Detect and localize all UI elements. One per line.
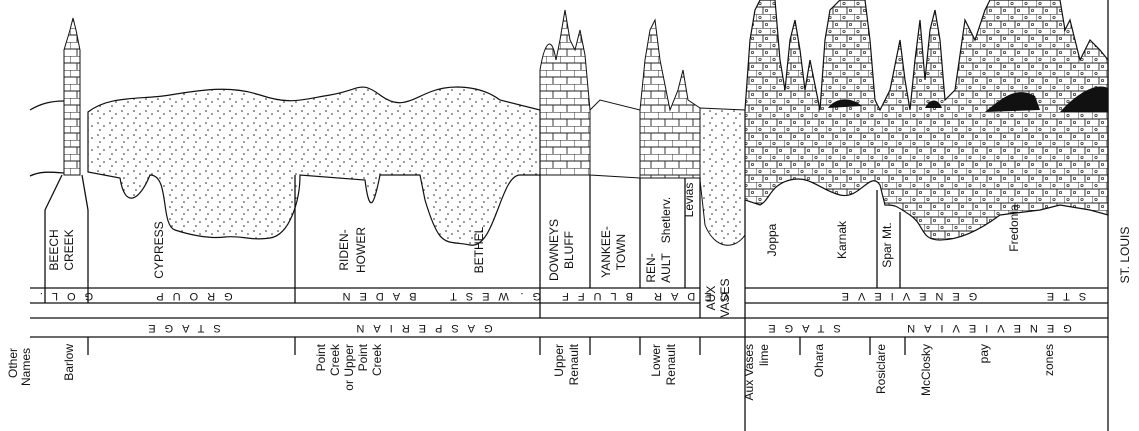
formation-label: REN- <box>644 253 658 282</box>
other-name: McClosky <box>919 344 933 396</box>
other-name: Creek <box>370 343 384 376</box>
group-label: GROUP <box>147 290 232 302</box>
lithology <box>30 0 1108 245</box>
group-label: GOL. <box>31 290 93 302</box>
other-name: Creek <box>328 343 342 376</box>
formation-label: RIDEN- <box>337 229 351 270</box>
formation-label: ST. LOUIS <box>1118 227 1132 284</box>
other-name: Renault <box>664 343 678 385</box>
formation-label: DOWNEYS <box>547 219 561 281</box>
other-name: Upper <box>552 344 566 377</box>
formation-label: Spar Mt. <box>880 222 894 267</box>
stage-label: STAGE <box>759 322 840 334</box>
stage-label: GASPERIAN <box>347 322 492 334</box>
stage-label: GENEVIEVIAN <box>898 322 1072 334</box>
other-name: pay <box>977 344 991 363</box>
formation-label: Shetlerv. <box>659 197 673 243</box>
other-name: or Upper <box>342 344 356 391</box>
other-names-heading: Other <box>6 348 20 378</box>
formation-label: CREEK <box>62 229 76 270</box>
formation-label: BEECH <box>47 229 61 270</box>
formation-label: Levias <box>682 183 696 218</box>
formation-label: BLUFF <box>562 231 576 269</box>
formation-label: TOWN <box>614 234 628 270</box>
group-label: BADEN <box>334 290 417 302</box>
group-label: WEST <box>441 290 509 302</box>
formation-label: Karnak <box>835 220 849 259</box>
other-name: Renault <box>567 343 581 385</box>
formation-label: CYPRESS <box>152 221 166 278</box>
other-name: Point <box>314 343 328 371</box>
other-name: Lower <box>649 344 663 377</box>
stratigraphic-column: BEECHCREEK CYPRESS RIDEN-HOWER BETHEL DOWNEY… <box>0 0 1139 431</box>
stage-label: STAGE <box>139 322 220 334</box>
other-name: Rosiclare <box>874 344 888 394</box>
group-label: GENEVIEVE <box>833 290 978 302</box>
other-names-heading: Names <box>19 348 33 386</box>
other-name: Aux Vases <box>742 344 756 400</box>
other-name: zones <box>1042 344 1056 376</box>
formation-label: Fredonia <box>1007 204 1021 252</box>
other-name: Point <box>356 343 370 371</box>
group-label: CEDAR BLUFF G. <box>511 290 728 302</box>
formation-label: Joppa <box>765 223 779 256</box>
formation-label: YANKEE- <box>599 226 613 278</box>
other-name: Barlow <box>62 344 76 381</box>
other-name: lime <box>757 344 771 366</box>
group-label: STE <box>1038 290 1086 302</box>
formation-label: HOWER <box>354 227 368 273</box>
other-name: Ohara <box>812 344 826 378</box>
formation-label: AULT <box>659 252 673 282</box>
formation-label: BETHEL <box>472 226 486 273</box>
